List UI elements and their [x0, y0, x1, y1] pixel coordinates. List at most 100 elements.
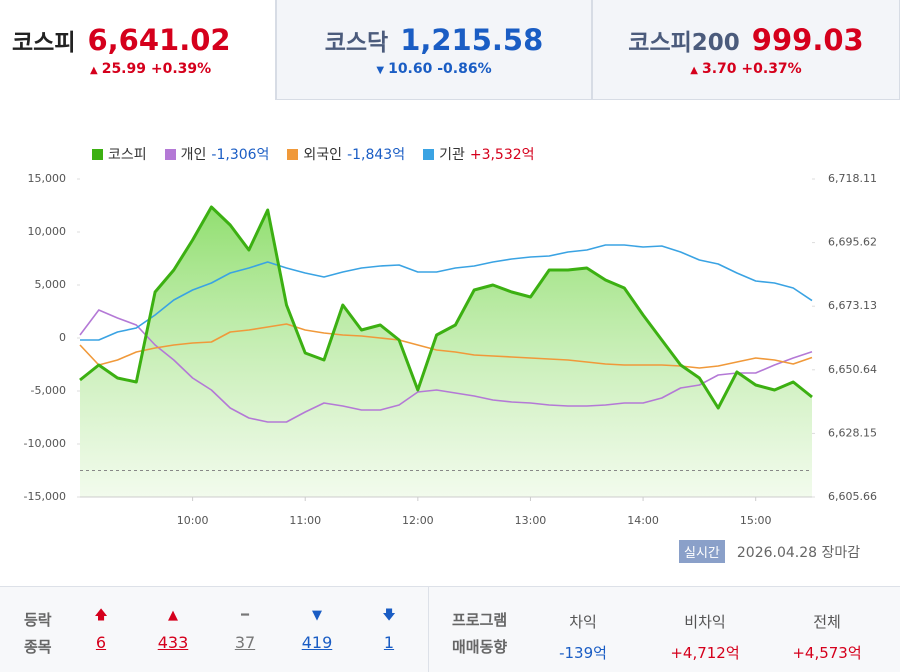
breadth-icon: ▲	[168, 608, 178, 623]
program-value: -139억	[559, 644, 607, 662]
legend-item[interactable]: 코스피	[92, 144, 147, 164]
y-tick-label: 0	[59, 331, 66, 344]
divider	[428, 587, 429, 672]
program-value: +4,573억	[792, 644, 862, 662]
breadth-count: 419	[301, 633, 333, 652]
tab-row: 코스피200 999.03	[628, 23, 863, 57]
y2-tick-label: 6,650.64	[828, 363, 877, 376]
direction-icon: ▲	[690, 64, 698, 76]
program-column: 비차익 +4,712억	[655, 611, 755, 663]
y-tick-label: -5,000	[31, 384, 66, 397]
legend-label: 코스피	[108, 147, 147, 163]
y2-tick-label: 6,628.15	[828, 426, 877, 439]
tab-row: 코스닥 1,215.58	[325, 23, 544, 57]
series-line	[79, 309, 813, 423]
program-title-line: 프로그램	[452, 611, 508, 629]
index-change: 25.99 +0.39%	[101, 61, 212, 77]
x-tick-label: 15:00	[740, 514, 772, 527]
breadth-item[interactable]: 🡇 1	[368, 605, 410, 652]
y-tick-label: 10,000	[28, 225, 67, 238]
status: 실시간 2026.04.28 장마감	[679, 540, 860, 563]
breadth-title-line: 종목	[24, 638, 52, 656]
legend-swatch	[164, 148, 176, 160]
breadth-title-line: 등락	[24, 611, 52, 629]
legend-swatch	[92, 148, 103, 160]
y2-tick-label: 6,605.66	[828, 490, 877, 503]
series-line	[79, 323, 813, 369]
legend-label: 외국인	[303, 147, 343, 163]
legend-swatch	[423, 148, 435, 160]
y-tick-label: 15,000	[28, 172, 67, 185]
breadth-item[interactable]: 🡅 6	[80, 605, 122, 652]
index-name: 코스닥	[324, 29, 389, 56]
y2-tick-label: 6,695.62	[828, 236, 877, 249]
legend-total: -1,843억	[347, 147, 406, 163]
legend-item[interactable]: 외국인 -1,843억	[287, 144, 405, 164]
program-value: +4,712억	[670, 644, 740, 662]
index-tabs: 코스피 6,641.02 ▲ 25.99 +0.39% 코스닥 1,215.58 ▼ 10.6…	[0, 0, 900, 100]
breadth-item[interactable]: ━ 37	[224, 605, 266, 652]
direction-icon: ▼	[376, 64, 385, 76]
chart: 15,000 10,000 5,000 0 -5,000 -10,000 -15,000 6,…	[24, 172, 877, 527]
index-change: 10.60 -0.86%	[388, 60, 492, 77]
index-name: 코스피	[12, 30, 76, 56]
breadth-count: 37	[234, 633, 256, 652]
index-name: 코스피200	[628, 29, 740, 56]
legend-total: -1,306억	[211, 147, 270, 163]
tab-row: 코스피 6,641.02	[12, 23, 231, 57]
legend: 코스피 개인 -1,306억 외국인 -1,843억 기관 +3,532억	[92, 144, 535, 164]
x-tick-label: 11:00	[289, 514, 321, 527]
index-tab[interactable]: 코스닥 1,215.58 ▼ 10.60 -0.86%	[276, 0, 592, 100]
breadth-title: 등락 종목	[24, 607, 52, 661]
x-tick-label: 12:00	[402, 514, 434, 527]
program-column: 차익 -139억	[533, 611, 633, 663]
program-title-line: 매매동향	[452, 638, 508, 656]
index-value: 6,641.02	[87, 23, 231, 57]
program-label: 비차익	[684, 613, 726, 631]
y-tick-label: 5,000	[35, 278, 67, 291]
legend-item[interactable]: 개인 -1,306억	[164, 144, 270, 164]
breadth-icon: 🡇	[382, 608, 396, 623]
series-line	[79, 205, 813, 410]
y-tick-label: -15,000	[24, 490, 66, 503]
index-change-row: ▲ 25.99 +0.39%	[90, 61, 211, 77]
program-title: 프로그램 매매동향	[452, 607, 507, 661]
y2-tick-label: 6,673.13	[828, 299, 877, 312]
breadth-icon: 🡅	[94, 608, 108, 623]
x-tick-label: 14:00	[627, 514, 659, 527]
breadth-count: 433	[157, 633, 189, 652]
market-state: 장마감	[821, 544, 861, 561]
breadth-item[interactable]: ▲ 433	[152, 605, 194, 652]
direction-icon: ▲	[90, 65, 98, 76]
program-label: 차익	[569, 613, 597, 631]
index-tab[interactable]: 코스피 6,641.02 ▲ 25.99 +0.39%	[0, 0, 276, 100]
index-value: 1,215.58	[400, 22, 544, 57]
legend-item[interactable]: 기관 +3,532억	[423, 144, 535, 164]
realtime-badge[interactable]: 실시간	[679, 540, 725, 563]
breadth-icon: ━	[241, 608, 249, 623]
legend-label: 기관	[439, 147, 465, 163]
date: 2026.04.28	[736, 544, 818, 561]
bottom-panel: 등락 종목 프로그램 매매동향 🡅 6 ▲ 433 ━ 37 ▼ 419 🡇 1 차익 -139억 비차…	[0, 586, 900, 672]
area-fill	[80, 207, 812, 497]
legend-swatch	[287, 148, 299, 160]
breadth-item[interactable]: ▼ 419	[296, 605, 338, 652]
program-column: 전체 +4,573억	[777, 611, 877, 663]
y-tick-label: -10,000	[24, 437, 66, 450]
index-change-row: ▼ 10.60 -0.86%	[376, 61, 491, 77]
x-tick-label: 10:00	[177, 514, 209, 527]
x-tick-label: 13:00	[515, 514, 547, 527]
legend-total: +3,532억	[469, 147, 535, 163]
series-line	[80, 244, 813, 341]
breadth-count: 1	[383, 633, 395, 652]
breadth-count: 6	[95, 633, 107, 652]
index-change-row: ▲ 3.70 +0.37%	[690, 61, 801, 77]
program-label: 전체	[813, 613, 841, 631]
legend-label: 개인	[180, 147, 207, 163]
index-value: 999.03	[751, 22, 864, 57]
y2-tick-label: 6,718.11	[828, 172, 877, 185]
breadth-icon: ▼	[312, 608, 322, 623]
index-change: 3.70 +0.37%	[701, 60, 802, 77]
index-tab[interactable]: 코스피200 999.03 ▲ 3.70 +0.37%	[592, 0, 900, 100]
